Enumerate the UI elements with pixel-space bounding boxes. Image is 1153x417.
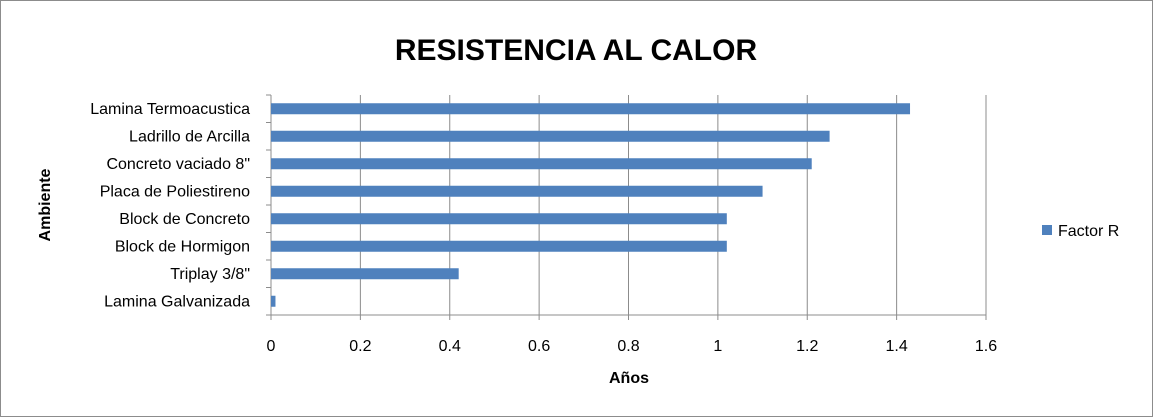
bar <box>271 295 276 307</box>
y-category-label: Lamina Termoacustica <box>90 101 250 118</box>
x-tick-label: 0.2 <box>349 338 371 355</box>
y-category-label: Block de Hormigon <box>115 238 250 255</box>
x-tick-labels: 0 0.2 0.4 0.6 0.8 1 1.2 1.4 1.6 <box>267 338 998 355</box>
x-tick-label: 1.4 <box>886 338 908 355</box>
bar <box>271 213 727 225</box>
x-tick-label: 0.8 <box>617 338 639 355</box>
x-tick-label: 0 <box>267 338 276 355</box>
bar <box>271 240 727 252</box>
bar <box>271 103 911 115</box>
axes <box>266 94 987 320</box>
bar <box>271 185 763 197</box>
x-tick-label: 1.6 <box>975 338 997 355</box>
bar <box>271 268 459 280</box>
y-axis-title: Ambiente <box>37 168 54 241</box>
x-tick-label: 1.2 <box>796 338 818 355</box>
y-category-label: Ladrillo de Arcilla <box>129 128 250 145</box>
chart-title: RESISTENCIA AL CALOR <box>395 34 758 67</box>
y-category-label: Block de Concreto <box>119 211 250 228</box>
legend: Factor R <box>1042 223 1119 240</box>
legend-swatch <box>1042 225 1052 235</box>
y-category-label: Lamina Galvanizada <box>104 293 250 310</box>
bar <box>271 130 830 142</box>
x-tick-label: 1 <box>713 338 722 355</box>
y-category-label: Concreto vaciado 8" <box>106 156 250 173</box>
legend-label: Factor R <box>1058 223 1119 240</box>
gridlines <box>359 95 987 315</box>
bar <box>271 158 812 170</box>
x-tick-label: 0.6 <box>528 338 550 355</box>
y-category-labels: Lamina Termoacustica Ladrillo de Arcilla C… <box>90 101 250 311</box>
bars <box>271 103 911 307</box>
x-tick-label: 0.4 <box>439 338 461 355</box>
y-category-label: Triplay 3/8" <box>170 266 250 283</box>
y-category-label: Placa de Poliestireno <box>100 183 250 200</box>
x-axis-title: Años <box>609 370 649 387</box>
